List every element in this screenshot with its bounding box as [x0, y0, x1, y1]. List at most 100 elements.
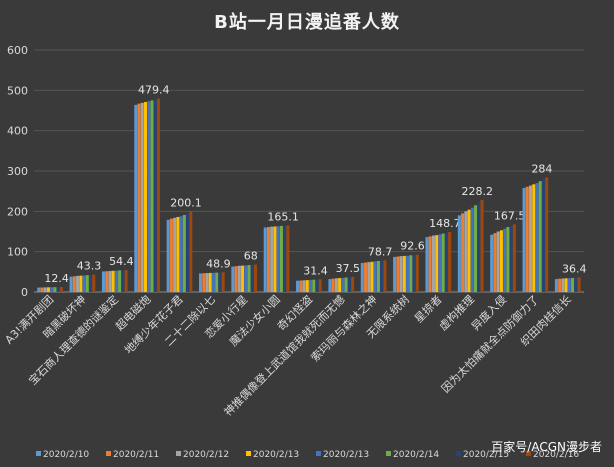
data-label: 165.1: [267, 210, 299, 223]
bar: [554, 279, 558, 292]
bar: [176, 216, 180, 292]
bar: [279, 225, 283, 292]
bar: [108, 271, 112, 292]
y-tick-label: 300: [7, 165, 28, 178]
legend-label: 2020/2/13: [253, 450, 299, 460]
bar: [457, 215, 461, 292]
bar: [241, 265, 245, 292]
data-label: 31.4: [303, 264, 328, 277]
bar: [124, 270, 128, 292]
bar: [431, 235, 435, 292]
bar: [525, 186, 529, 292]
bar: [435, 235, 439, 292]
bar: [448, 232, 452, 292]
bar: [247, 265, 251, 292]
bar: [351, 276, 355, 292]
bar: [137, 103, 141, 292]
bar: [189, 211, 193, 292]
bar: [444, 232, 448, 292]
bar: [538, 181, 542, 292]
bar: [509, 225, 513, 292]
bar: [46, 287, 50, 292]
data-label: 36.4: [562, 262, 587, 275]
bar: [331, 278, 335, 292]
y-tick-label: 500: [7, 84, 28, 97]
bar: [254, 264, 258, 292]
bar: [490, 234, 494, 292]
bar: [561, 278, 565, 292]
data-label: 78.7: [368, 245, 393, 258]
bar: [156, 98, 160, 292]
bar: [480, 199, 484, 292]
legend-swatch: [106, 451, 111, 456]
bar: [50, 287, 54, 292]
bar: [92, 274, 96, 292]
legend-swatch: [386, 451, 391, 456]
bar: [266, 227, 270, 292]
legend-label: 2020/2/16: [533, 450, 579, 460]
bar: [564, 278, 568, 292]
bar: [393, 256, 397, 292]
data-label: 228.2: [461, 185, 493, 198]
bar: [208, 272, 212, 292]
bar: [169, 218, 173, 292]
legend-label: 2020/2/14: [393, 450, 439, 460]
bar: [383, 260, 387, 292]
bar: [114, 270, 118, 292]
bar: [512, 224, 516, 292]
bar: [173, 217, 177, 292]
bar: [182, 214, 186, 292]
bar: [273, 226, 277, 292]
bar: [532, 184, 536, 292]
bar: [37, 287, 41, 292]
bar: [244, 265, 248, 292]
bar: [215, 272, 219, 292]
bar: [470, 207, 474, 292]
bar: [338, 278, 342, 292]
bar: [121, 270, 125, 292]
bar: [334, 278, 338, 292]
bar: [150, 100, 154, 293]
data-label: 54.4: [109, 255, 134, 268]
bar: [89, 274, 93, 292]
bar: [85, 275, 89, 292]
bar: [376, 260, 380, 292]
bar: [202, 273, 206, 292]
data-label: 48.9: [206, 257, 231, 270]
data-label: 200.1: [170, 196, 202, 209]
legend-label: 2020/2/11: [113, 450, 159, 460]
bar: [147, 101, 151, 293]
bar: [276, 226, 280, 292]
bar: [558, 278, 562, 292]
bar: [186, 213, 190, 292]
bar: [370, 261, 374, 292]
bar: [328, 279, 332, 292]
bar: [399, 256, 403, 292]
legend-swatch: [456, 451, 461, 456]
legend-label: 2020/2/13: [323, 450, 369, 460]
bar: [179, 216, 183, 292]
legend-label: 2020/2/12: [183, 450, 229, 460]
bar: [205, 273, 209, 292]
bar: [367, 262, 371, 292]
bar: [237, 265, 241, 292]
bar: [577, 277, 581, 292]
y-tick-label: 400: [7, 125, 28, 138]
data-label: 167.5: [494, 209, 526, 222]
bar: [545, 177, 549, 292]
bar: [144, 102, 148, 292]
bar: [286, 225, 290, 292]
bar: [296, 280, 300, 292]
bar: [101, 271, 105, 292]
y-tick-label: 600: [7, 44, 28, 57]
bar: [567, 278, 571, 292]
bar: [56, 287, 60, 292]
bar: [477, 202, 481, 292]
bar: [474, 205, 478, 292]
watermark: 百家号/ACGN漫步者: [491, 440, 602, 454]
bar: [250, 264, 254, 292]
data-label: 43.3: [77, 260, 102, 273]
bar: [499, 230, 503, 292]
data-label: 479.4: [138, 84, 170, 97]
bar: [79, 275, 83, 292]
